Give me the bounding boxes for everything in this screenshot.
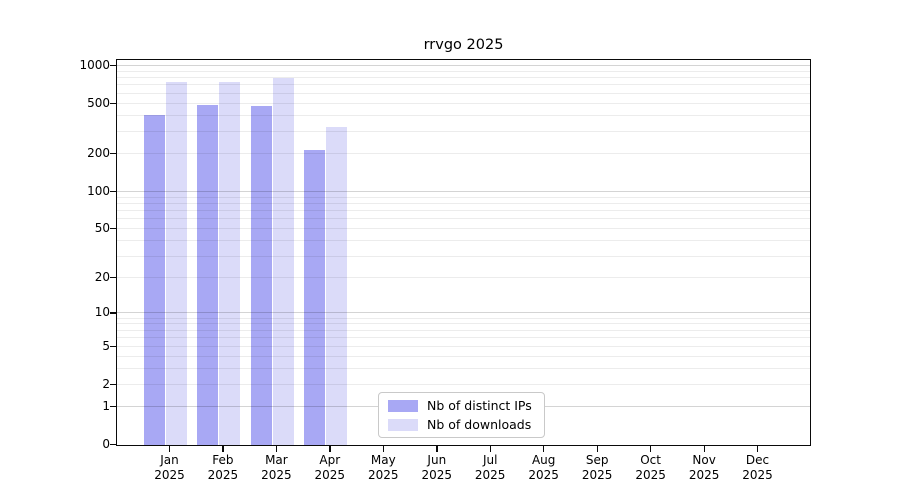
x-tick-label-dec: Dec 2025 <box>742 453 773 482</box>
gridline <box>117 323 810 325</box>
y-tick-label: 5 <box>102 338 110 353</box>
x-tick-label-sep: Sep 2025 <box>581 453 613 482</box>
y-tick-mark <box>110 312 116 314</box>
gridline <box>117 202 810 204</box>
x-tick-mark <box>650 445 652 452</box>
gridline <box>117 84 810 86</box>
gridline <box>117 130 810 132</box>
bar-downloads-jan <box>165 82 187 445</box>
legend-item-distinct-ips: Nb of distinct IPs <box>388 398 535 413</box>
y-tick-label: 20 <box>94 269 110 284</box>
x-tick-mark <box>275 445 278 452</box>
gridline <box>117 70 810 72</box>
x-tick-label-oct: Oct 2025 <box>635 453 666 482</box>
x-tick-label-jun: Jun 2025 <box>421 453 453 482</box>
gridline <box>117 115 810 117</box>
y-tick-mark <box>110 64 116 67</box>
y-tick-label: 100 <box>87 183 110 198</box>
gridline <box>117 102 810 104</box>
y-tick-label: 10 <box>94 305 110 320</box>
x-tick-mark <box>382 445 385 452</box>
y-tick-mark <box>110 444 116 446</box>
x-tick-mark <box>543 445 545 452</box>
y-tick-label: 50 <box>94 221 110 236</box>
y-tick-mark <box>110 102 116 105</box>
x-tick-label-apr: Apr 2025 <box>314 453 346 482</box>
x-tick-label-mar: Mar 2025 <box>261 453 292 482</box>
gridline <box>117 317 810 319</box>
gridline <box>117 255 810 257</box>
gridline <box>117 92 810 94</box>
bar-distinct-ips-jan <box>143 114 165 445</box>
y-tick-mark <box>110 153 116 155</box>
x-tick-label-aug: Aug 2025 <box>528 453 559 482</box>
gridline <box>117 345 810 347</box>
x-tick-label-feb: Feb 2025 <box>207 453 239 482</box>
x-tick-mark <box>596 445 598 452</box>
bar-downloads-apr <box>326 126 348 445</box>
x-tick-label-nov: Nov 2025 <box>688 453 720 482</box>
gridline <box>117 367 810 369</box>
y-tick-label: 1000 <box>79 57 110 72</box>
gridline <box>117 210 810 212</box>
x-tick-label-jul: Jul 2025 <box>474 453 506 482</box>
x-tick-mark <box>489 445 491 452</box>
x-tick-label-may: May 2025 <box>368 453 399 482</box>
gridline <box>117 77 810 79</box>
y-tick-mark <box>110 190 116 192</box>
gridline <box>117 190 810 192</box>
bar-downloads-feb <box>219 81 241 445</box>
gridline <box>117 337 810 339</box>
gridline <box>117 228 810 230</box>
gridline <box>117 383 810 385</box>
y-tick-label: 0 <box>102 437 110 451</box>
y-tick-label: 200 <box>87 146 110 160</box>
legend-label-distinct-ips: Nb of distinct IPs <box>427 398 532 413</box>
gridline <box>117 276 810 278</box>
y-tick-mark <box>110 345 116 347</box>
x-tick-mark <box>703 445 705 452</box>
y-tick-mark <box>110 383 116 385</box>
y-tick-mark <box>110 276 116 279</box>
chart-title: rrvgo 2025 <box>423 37 504 53</box>
bar-distinct-ips-feb <box>197 105 219 445</box>
x-tick-mark <box>222 445 224 452</box>
y-tick-label: 1 <box>102 399 110 413</box>
gridline <box>117 329 810 331</box>
y-tick-mark <box>110 228 116 230</box>
y-tick-label: 500 <box>87 95 110 110</box>
gridline <box>117 240 810 242</box>
bar-distinct-ips-apr <box>304 150 326 445</box>
legend: Nb of distinct IPs Nb of downloads <box>378 392 545 438</box>
x-tick-mark <box>329 445 331 452</box>
gridline <box>117 196 810 198</box>
x-tick-label-jan: Jan 2025 <box>154 453 185 482</box>
y-tick-mark <box>110 406 116 408</box>
legend-swatch-downloads <box>388 418 418 431</box>
legend-swatch-distinct-ips <box>388 399 418 412</box>
legend-label-downloads: Nb of downloads <box>427 417 532 432</box>
bar-downloads-mar <box>272 78 294 445</box>
gridline <box>117 218 810 220</box>
gridline <box>117 64 810 66</box>
y-tick-label: 2 <box>102 376 110 391</box>
gridline <box>117 355 810 357</box>
bar-distinct-ips-mar <box>250 106 272 445</box>
gridline <box>117 312 810 314</box>
legend-item-downloads: Nb of downloads <box>388 417 535 432</box>
x-tick-mark <box>436 445 438 452</box>
x-tick-mark <box>757 445 759 452</box>
gridline <box>117 153 810 154</box>
plot-area <box>116 59 811 446</box>
x-tick-mark <box>169 445 171 452</box>
